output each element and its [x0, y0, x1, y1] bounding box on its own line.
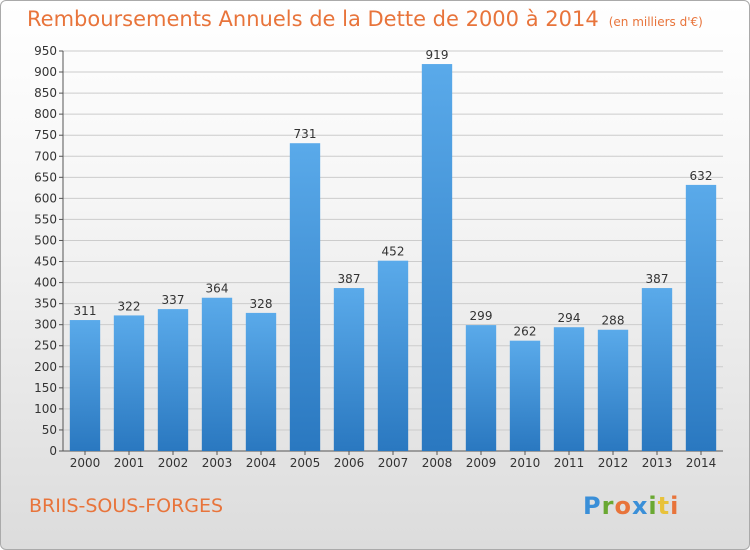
- proxiti-logo: Proxiti: [583, 492, 679, 520]
- logo-letter: i: [648, 492, 658, 520]
- location-name: BRIIS-SOUS-FORGES: [29, 495, 224, 517]
- y-tick-label: 950: [34, 44, 57, 58]
- data-label-2005: 731: [294, 127, 317, 141]
- bar-2001: [113, 315, 145, 451]
- x-tick-label: 2009: [466, 456, 497, 470]
- chart-title-text: Remboursements Annuels de la Dette de 20…: [27, 7, 599, 31]
- bar-2007: [377, 260, 409, 451]
- data-label-2002: 337: [162, 293, 185, 307]
- bar-2014: [685, 184, 717, 452]
- logo-letter: P: [583, 492, 602, 520]
- x-tick-label: 2005: [290, 456, 321, 470]
- bar-2008: [421, 64, 453, 452]
- logo-letter: x: [631, 492, 649, 520]
- bar-2009: [465, 325, 497, 451]
- x-tick-label: 2003: [202, 456, 233, 470]
- y-tick-label: 900: [34, 65, 57, 79]
- y-tick-label: 700: [34, 149, 57, 163]
- y-tick-label: 500: [34, 233, 57, 247]
- x-tick-label: 2000: [70, 456, 101, 470]
- bar-2010: [509, 340, 541, 451]
- bar-2012: [597, 329, 629, 451]
- data-label-2007: 452: [382, 245, 405, 259]
- x-tick-label: 2001: [114, 456, 145, 470]
- data-label-2011: 294: [558, 311, 581, 325]
- data-label-2000: 311: [74, 304, 97, 318]
- bar-2003: [201, 297, 233, 451]
- x-tick-label: 2012: [598, 456, 629, 470]
- x-tick-label: 2013: [642, 456, 673, 470]
- x-tick-label: 2007: [378, 456, 409, 470]
- data-label-2006: 387: [338, 272, 361, 286]
- y-tick-label: 400: [34, 276, 57, 290]
- bars: [69, 64, 717, 452]
- logo-letter: r: [601, 492, 615, 520]
- x-tick-label: 2002: [158, 456, 189, 470]
- bar-2004: [245, 312, 277, 451]
- data-label-2014: 632: [690, 169, 713, 183]
- bar-2005: [289, 143, 321, 452]
- y-tick-label: 550: [34, 212, 57, 226]
- bar-2013: [641, 288, 673, 451]
- x-tick-label: 2011: [554, 456, 585, 470]
- x-tick-label: 2008: [422, 456, 453, 470]
- y-tick-label: 100: [34, 402, 57, 416]
- bar-2011: [553, 327, 585, 451]
- data-label-2012: 288: [602, 314, 625, 328]
- bar-2002: [157, 309, 189, 451]
- y-tick-label: 0: [49, 444, 57, 458]
- y-tick-label: 200: [34, 360, 57, 374]
- y-tick-label: 800: [34, 107, 57, 121]
- x-tick-label: 2010: [510, 456, 541, 470]
- data-label-2009: 299: [470, 309, 493, 323]
- y-tick-label: 250: [34, 339, 57, 353]
- logo-letter: o: [614, 492, 632, 520]
- y-tick-label: 350: [34, 297, 57, 311]
- y-tick-label: 450: [34, 255, 57, 269]
- logo-letter: t: [657, 492, 671, 520]
- data-label-2010: 262: [514, 325, 537, 339]
- bar-2006: [333, 288, 365, 451]
- chart-title: Remboursements Annuels de la Dette de 20…: [27, 7, 703, 31]
- bar-2000: [69, 320, 101, 451]
- y-tick-label: 50: [42, 423, 57, 437]
- y-tick-label: 600: [34, 191, 57, 205]
- data-label-2008: 919: [426, 48, 449, 62]
- y-tick-label: 750: [34, 128, 57, 142]
- y-tick-label: 650: [34, 170, 57, 184]
- x-tick-label: 2004: [246, 456, 277, 470]
- data-label-2003: 364: [206, 282, 229, 296]
- y-tick-label: 300: [34, 318, 57, 332]
- data-label-2013: 387: [646, 272, 669, 286]
- logo-letter: i: [670, 492, 680, 520]
- x-tick-labels: 2000 2001 2002 2003 2004 2005 2006 2007 2008 2009…: [70, 456, 717, 470]
- data-labels: 311 322 337 364 328 731 387 452 919 299 262 294 288 3…: [74, 48, 713, 339]
- x-tick-label: 2014: [686, 456, 717, 470]
- y-tick-label: 850: [34, 86, 57, 100]
- data-label-2004: 328: [250, 297, 273, 311]
- y-tick-label: 150: [34, 381, 57, 395]
- y-tick-labels: 0 50 100 150 200 250 300 350 400 450 500 550 600 650 7…: [34, 44, 57, 458]
- chart-unit: (en milliers d'€): [608, 15, 703, 29]
- data-label-2001: 322: [118, 299, 141, 313]
- x-tick-label: 2006: [334, 456, 365, 470]
